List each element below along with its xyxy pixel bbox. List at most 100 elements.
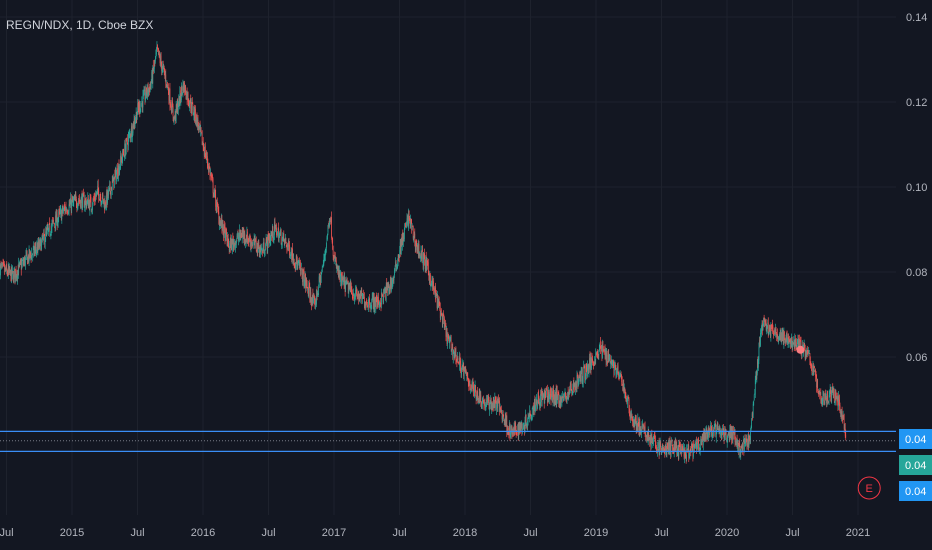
candle-body (711, 435, 713, 437)
candle-body (393, 277, 394, 282)
candle-body (344, 279, 346, 293)
candle-body (274, 221, 276, 231)
candle-body (836, 395, 838, 403)
candle-body (80, 200, 81, 208)
candle-body (783, 332, 784, 345)
candle-body (750, 432, 751, 441)
candle-body (372, 297, 374, 299)
candle-body (99, 196, 101, 198)
time-axis[interactable]: Jul 2015 Jul 2016 Jul 2017 Jul 2018 Jul 2019 Jul 20… (0, 527, 870, 539)
candle-body (459, 356, 460, 366)
candle-body (139, 110, 141, 112)
candle-body (417, 245, 419, 254)
candle-body (673, 447, 675, 453)
candle-body (191, 101, 193, 104)
price-tag[interactable] (899, 481, 932, 501)
price-axis[interactable]: 0.140.120.100.080.060.040.040.04 (899, 12, 932, 501)
candle-body (462, 365, 463, 368)
candle-body (721, 437, 723, 439)
candle-body (236, 239, 237, 244)
candle-body (136, 113, 138, 120)
candle-body (297, 262, 299, 269)
candle-body (544, 392, 546, 395)
candle-body (0, 264, 2, 266)
candle-body (841, 411, 842, 418)
candle-body (495, 398, 496, 403)
candle-body (570, 384, 572, 389)
candle-body (525, 414, 527, 427)
candle-body (804, 344, 806, 350)
candle-body (57, 218, 59, 223)
candle-body (151, 72, 153, 83)
candle-body (818, 391, 820, 394)
candle-body (178, 96, 180, 105)
candle-body (280, 231, 282, 235)
candle-body (538, 396, 540, 404)
candle-body (759, 339, 761, 345)
candle-body (150, 83, 152, 86)
candle-body (635, 417, 637, 421)
price-tag[interactable] (899, 455, 932, 475)
candle-body (503, 418, 505, 421)
candle-body (112, 175, 114, 182)
candle-body (356, 293, 358, 297)
candle-body (88, 202, 90, 208)
candle-body (671, 439, 673, 444)
candle-body (641, 424, 643, 432)
candle-body (789, 340, 791, 343)
candle-body (341, 277, 343, 284)
candle-body (414, 240, 416, 249)
candle-body (557, 392, 559, 394)
candle-body (636, 425, 638, 430)
candle-body (204, 145, 206, 157)
candle-body (14, 268, 15, 273)
candle-body (214, 190, 215, 194)
candle-body (434, 289, 436, 294)
candle-body (169, 88, 171, 106)
candle-body (21, 262, 23, 269)
candle-body (645, 435, 647, 437)
price-tag[interactable] (899, 429, 932, 449)
candle-body (325, 251, 326, 256)
y-tick-label: 0.12 (906, 97, 927, 109)
candle-body (656, 447, 657, 451)
x-tick-label: Jul (0, 527, 14, 539)
candle-body (695, 443, 696, 446)
candle-body (611, 360, 613, 368)
candle-body (580, 374, 581, 381)
dividend-marker (796, 345, 805, 354)
candle-body (519, 424, 521, 433)
candle-body (224, 225, 225, 228)
candle-body (32, 248, 34, 254)
candle-body (520, 425, 522, 431)
candle-body (502, 412, 503, 419)
candle-body (534, 398, 536, 410)
candle-body (803, 343, 805, 347)
candle-body (259, 251, 261, 256)
candle-body (44, 235, 46, 245)
candle-body (283, 239, 285, 243)
candle-body (588, 365, 589, 374)
candle-body (813, 365, 814, 374)
candle-body (697, 440, 699, 442)
candle-body (427, 262, 429, 272)
candle-body (84, 199, 86, 207)
candle-body (354, 296, 356, 300)
candle-body (318, 287, 319, 295)
candle-body (95, 195, 96, 201)
candle-body (480, 394, 482, 407)
candle-body (347, 280, 349, 294)
horizontal-levels[interactable] (0, 430, 896, 453)
candle-body (398, 256, 400, 258)
candle-body (701, 435, 703, 442)
candle-body (415, 242, 417, 250)
candle-body (280, 230, 282, 245)
candle-body (221, 218, 223, 230)
candle-body (552, 395, 553, 403)
candle-body (395, 262, 397, 267)
candle-body (618, 375, 620, 380)
candle-body (780, 333, 782, 337)
candle-body (201, 132, 202, 134)
candle-body (526, 424, 528, 425)
